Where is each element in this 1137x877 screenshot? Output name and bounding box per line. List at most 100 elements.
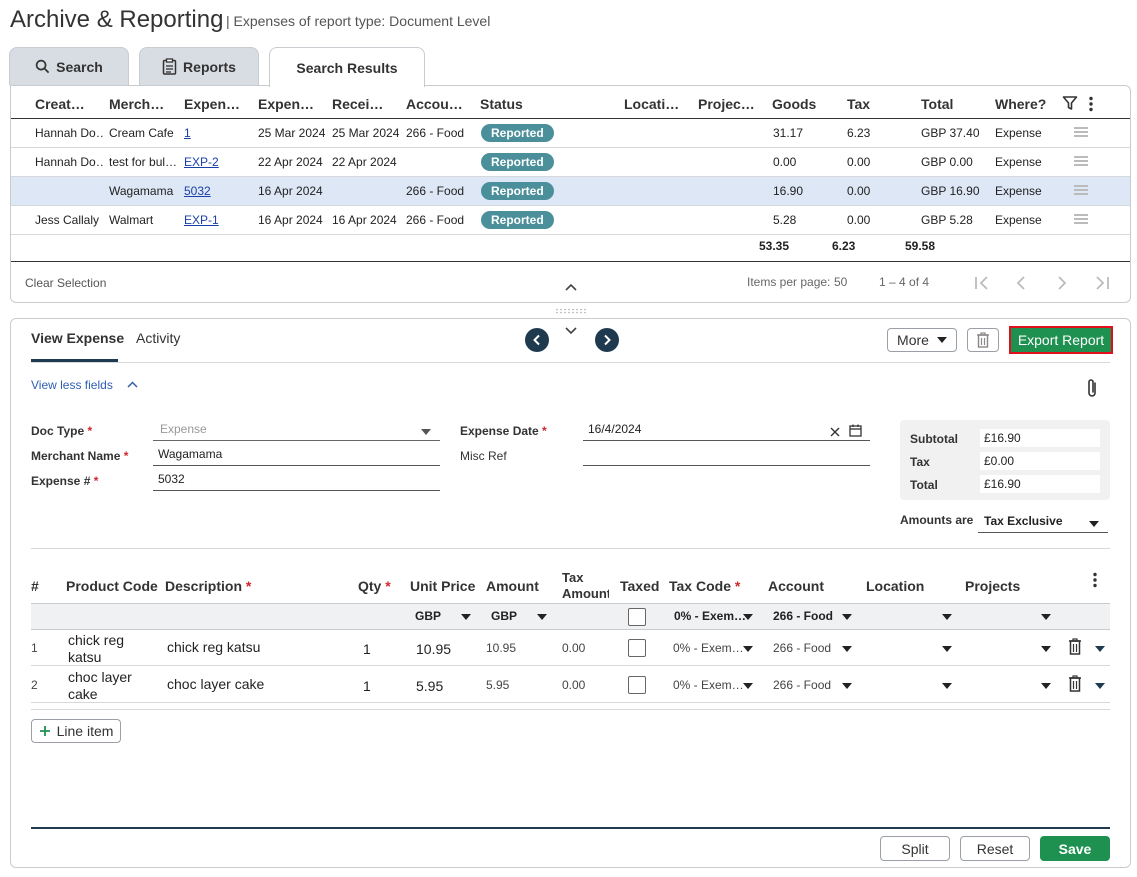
- cell-expense-link[interactable]: 5032: [184, 184, 211, 198]
- cell-expense-link[interactable]: EXP-1: [184, 213, 219, 227]
- line-tax-code[interactable]: 0% - Exem…: [673, 641, 744, 655]
- delete-button[interactable]: [967, 328, 999, 352]
- expand-row-icon[interactable]: [1095, 646, 1105, 652]
- column-header-location[interactable]: Locati…: [624, 96, 680, 112]
- more-vert-icon[interactable]: [1092, 572, 1098, 588]
- more-button[interactable]: More: [887, 328, 957, 352]
- column-header-total[interactable]: Total: [921, 96, 954, 112]
- trash-icon[interactable]: [1068, 675, 1082, 692]
- cell-expense-link[interactable]: 1: [184, 126, 191, 140]
- prev-expense-button[interactable]: [525, 328, 549, 352]
- column-header-expense[interactable]: Expen…: [184, 96, 241, 112]
- column-header-tax[interactable]: Tax: [847, 96, 871, 112]
- first-page-icon[interactable]: [974, 276, 990, 290]
- reset-button[interactable]: Reset: [960, 836, 1030, 861]
- caret-down-icon[interactable]: [537, 614, 547, 620]
- line-taxed-checkbox[interactable]: [628, 676, 646, 694]
- caret-down-icon[interactable]: [461, 614, 471, 620]
- next-page-icon[interactable]: [1057, 276, 1067, 290]
- column-header-projects[interactable]: Projec…: [698, 96, 755, 112]
- drag-handle-icon[interactable]: [555, 308, 587, 314]
- column-header-merchant[interactable]: Merch…: [109, 96, 165, 112]
- caret-down-icon[interactable]: [421, 429, 431, 435]
- notes-icon[interactable]: [1074, 127, 1088, 139]
- caret-down-icon[interactable]: [842, 646, 852, 652]
- tab-search[interactable]: Search: [9, 47, 129, 85]
- doc-type-select[interactable]: Expense: [153, 422, 440, 441]
- column-header-status[interactable]: Status: [480, 96, 523, 112]
- caret-down-icon[interactable]: [743, 646, 753, 652]
- filter-icon[interactable]: [1062, 95, 1078, 111]
- view-less-fields-link[interactable]: View less fields: [31, 378, 113, 392]
- caret-down-icon[interactable]: [743, 614, 753, 620]
- caret-down-icon[interactable]: [1041, 646, 1051, 652]
- clear-icon[interactable]: [830, 427, 840, 437]
- column-header-creator[interactable]: Creat…: [35, 96, 85, 112]
- caret-down-icon[interactable]: [743, 683, 753, 689]
- caret-down-icon[interactable]: [842, 683, 852, 689]
- tab-activity[interactable]: Activity: [136, 330, 181, 346]
- column-header-where[interactable]: Where?: [995, 96, 1047, 112]
- last-page-icon[interactable]: [1094, 276, 1110, 290]
- attachment-icon[interactable]: [1084, 377, 1100, 399]
- doc-type-label: Doc Type *: [31, 424, 93, 438]
- column-header-received[interactable]: Recei…: [332, 96, 384, 112]
- caret-down-icon[interactable]: [942, 614, 952, 620]
- split-button[interactable]: Split: [880, 836, 950, 861]
- add-line-item-button[interactable]: Line item: [31, 719, 121, 743]
- expand-row-icon[interactable]: [1095, 683, 1105, 689]
- line-unit-price[interactable]: 10.95: [416, 641, 452, 657]
- caret-down-icon[interactable]: [942, 683, 952, 689]
- caret-down-icon[interactable]: [1041, 683, 1051, 689]
- expense-number-input[interactable]: 5032: [153, 472, 440, 491]
- line-description[interactable]: chick reg katsu: [167, 639, 261, 655]
- line-account[interactable]: 266 - Food: [773, 641, 832, 655]
- line-qty[interactable]: 1: [363, 641, 371, 657]
- amounts-are-select[interactable]: Tax Exclusive: [978, 514, 1108, 533]
- chevron-up-icon[interactable]: [565, 283, 577, 291]
- unit-price-currency[interactable]: GBP: [415, 609, 442, 623]
- merchant-name-input[interactable]: Wagamama: [153, 447, 440, 466]
- line-qty[interactable]: 1: [363, 678, 371, 694]
- notes-icon[interactable]: [1074, 185, 1088, 197]
- line-product-code[interactable]: chick reg katsu: [68, 632, 125, 665]
- line-product-code[interactable]: choc layer cake: [68, 669, 132, 702]
- chevron-up-icon[interactable]: [127, 381, 138, 388]
- tab-search-results[interactable]: Search Results: [269, 47, 425, 87]
- export-report-button[interactable]: Export Report: [1009, 326, 1113, 354]
- notes-icon[interactable]: [1074, 156, 1088, 168]
- items-per-page-select[interactable]: 50: [834, 275, 848, 289]
- taxed-all-checkbox[interactable]: [628, 608, 646, 626]
- line-description[interactable]: choc layer cake: [167, 676, 265, 692]
- caret-down-icon[interactable]: [1089, 521, 1099, 527]
- column-header-account[interactable]: Accou…: [406, 96, 463, 112]
- column-header-goods[interactable]: Goods: [772, 96, 817, 112]
- notes-icon[interactable]: [1074, 214, 1088, 226]
- cell-expense-link[interactable]: EXP-2: [184, 155, 219, 169]
- misc-ref-input[interactable]: [583, 447, 870, 466]
- more-button-label: More: [897, 332, 929, 348]
- caret-down-icon[interactable]: [1041, 614, 1051, 620]
- default-account[interactable]: 266 - Food: [773, 609, 834, 623]
- caret-down-icon[interactable]: [942, 646, 952, 652]
- calendar-icon[interactable]: [849, 424, 862, 437]
- line-unit-price[interactable]: 5.95: [416, 678, 444, 694]
- tab-view-expense[interactable]: View Expense: [31, 330, 125, 346]
- prev-page-icon[interactable]: [1016, 276, 1026, 290]
- line-account[interactable]: 266 - Food: [773, 678, 832, 692]
- cell-where: Expense: [995, 126, 1042, 140]
- line-tax-code[interactable]: 0% - Exem…: [673, 678, 744, 692]
- caret-down-icon[interactable]: [842, 614, 852, 620]
- save-button[interactable]: Save: [1040, 836, 1110, 861]
- expense-date-input[interactable]: 16/4/2024: [583, 422, 870, 441]
- amount-currency[interactable]: GBP: [491, 609, 518, 623]
- chevron-down-icon[interactable]: [565, 327, 577, 335]
- column-header-expense-date[interactable]: Expen…: [258, 96, 315, 112]
- tab-reports[interactable]: Reports: [139, 47, 259, 85]
- trash-icon[interactable]: [1068, 638, 1082, 655]
- default-tax-code[interactable]: 0% - Exem…: [674, 609, 747, 623]
- more-vert-icon[interactable]: [1088, 96, 1094, 112]
- clear-selection-link[interactable]: Clear Selection: [25, 276, 107, 290]
- line-taxed-checkbox[interactable]: [628, 639, 646, 657]
- next-expense-button[interactable]: [595, 328, 619, 352]
